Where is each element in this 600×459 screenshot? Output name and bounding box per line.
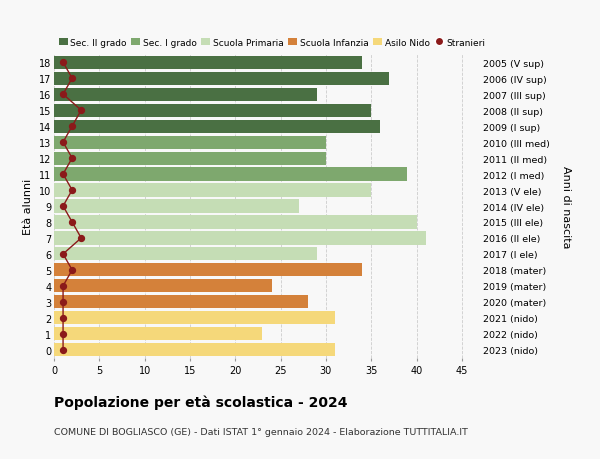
Point <box>58 298 68 306</box>
Bar <box>54 200 299 213</box>
Point <box>67 155 77 162</box>
Point <box>67 123 77 130</box>
Bar <box>54 184 371 197</box>
Point <box>58 91 68 99</box>
Bar <box>54 73 389 85</box>
Bar <box>54 216 416 229</box>
Bar <box>54 264 362 277</box>
Bar <box>54 56 362 70</box>
Bar <box>54 232 425 245</box>
Bar <box>54 136 326 149</box>
Point <box>58 347 68 354</box>
Point <box>67 75 77 83</box>
Point <box>58 171 68 179</box>
Bar <box>54 343 335 357</box>
Text: COMUNE DI BOGLIASCO (GE) - Dati ISTAT 1° gennaio 2024 - Elaborazione TUTTITALIA.: COMUNE DI BOGLIASCO (GE) - Dati ISTAT 1°… <box>54 427 468 436</box>
Bar <box>54 248 317 261</box>
Point <box>76 235 86 242</box>
Bar <box>54 152 326 165</box>
Bar <box>54 328 262 341</box>
Y-axis label: Età alunni: Età alunni <box>23 179 33 235</box>
Bar <box>54 104 371 118</box>
Point <box>67 187 77 194</box>
Point <box>58 314 68 322</box>
Point <box>58 330 68 338</box>
Bar <box>54 168 407 181</box>
Point <box>67 219 77 226</box>
Bar <box>54 312 335 325</box>
Point <box>76 107 86 115</box>
Bar <box>54 120 380 134</box>
Point <box>58 203 68 210</box>
Bar <box>54 89 317 101</box>
Point <box>58 283 68 290</box>
Bar <box>54 280 272 293</box>
Point <box>58 59 68 67</box>
Point <box>67 267 77 274</box>
Y-axis label: Anni di nascita: Anni di nascita <box>561 165 571 248</box>
Point <box>58 139 68 146</box>
Bar <box>54 296 308 309</box>
Legend: Sec. II grado, Sec. I grado, Scuola Primaria, Scuola Infanzia, Asilo Nido, Stran: Sec. II grado, Sec. I grado, Scuola Prim… <box>59 39 485 48</box>
Text: Popolazione per età scolastica - 2024: Popolazione per età scolastica - 2024 <box>54 395 347 409</box>
Point <box>58 251 68 258</box>
